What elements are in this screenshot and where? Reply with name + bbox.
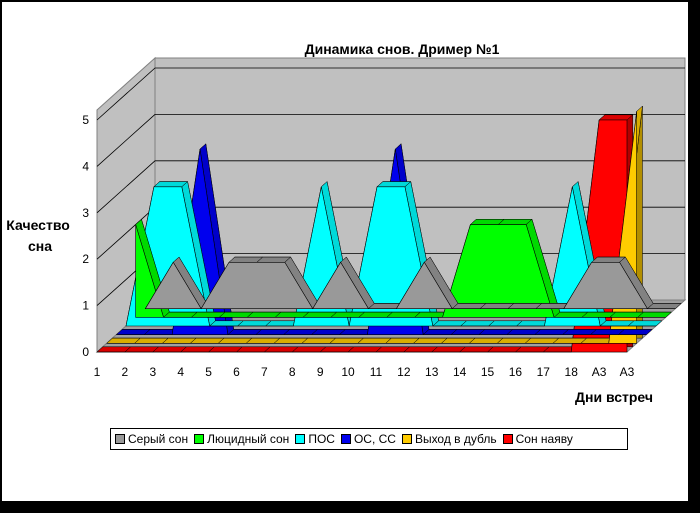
legend-swatch (295, 434, 306, 444)
gridline (96, 67, 685, 121)
legend-swatch (502, 434, 513, 444)
x-tick-label: 13 (425, 365, 439, 379)
legend-item: Люцидный сон (194, 432, 289, 446)
y-axis-title-line-2: сна (28, 238, 52, 254)
series-layer (96, 105, 682, 353)
legend-swatch (115, 434, 125, 444)
chart-legend: Серый сон Люцидный сон ПОС ОС, СС Выход в ду… (110, 428, 628, 450)
x-tick-label: А3 (592, 365, 607, 379)
y-axis-title-line-1: Качество (6, 217, 70, 233)
x-axis-title: Дни встреч (575, 389, 653, 405)
x-tick-label: 4 (177, 365, 184, 379)
legend-label: ОС, СС (353, 432, 396, 446)
legend-swatch (194, 434, 205, 444)
x-tick-label: 2 (122, 365, 129, 379)
series-area-top (646, 303, 682, 309)
series-area-front (144, 261, 676, 310)
x-tick-label: 3 (149, 365, 156, 379)
legend-swatch (340, 434, 351, 444)
y-tick-label: 0 (82, 345, 89, 359)
legend-label: ПОС (308, 432, 335, 446)
x-tick-label: 16 (509, 365, 523, 379)
series-2 (125, 180, 663, 327)
x-tick-label: 14 (453, 365, 467, 379)
legend-label: Серый сон (128, 432, 189, 446)
legend-label: Люцидный сон (207, 432, 290, 446)
chart-frame: 0 1 2 3 4 5 1 2 3 4 5 6 7 8 9 10 11 12 13 14 15 16 17 18 А3 А3 Ди… (2, 2, 688, 501)
x-tick-label: 10 (341, 365, 355, 379)
x-tick-label: 1 (94, 365, 101, 379)
gridline (96, 114, 685, 167)
legend-swatch (401, 434, 412, 444)
x-tick-label: 9 (317, 365, 324, 379)
series-area-top (617, 329, 653, 335)
x-tick-label: 8 (289, 365, 296, 379)
series-area-front (135, 224, 666, 318)
x-tick-label: А3 (620, 365, 635, 379)
gridline (96, 160, 685, 214)
x-tick-label: 15 (481, 365, 495, 379)
y-tick-label: 4 (82, 159, 89, 173)
x-tick-label: 6 (233, 365, 240, 379)
legend-label: Сон наяву (515, 432, 573, 446)
legend-item: Серый сон (115, 432, 188, 446)
chart-title: Динамика снов. Дример №1 (305, 41, 500, 57)
legend-item: Сон наяву (502, 432, 573, 446)
y-tick-label: 3 (82, 206, 89, 220)
x-tick-label: 5 (205, 365, 212, 379)
legend-item: ПОС (295, 432, 335, 446)
x-tick-label: 18 (565, 365, 579, 379)
x-tick-label: 11 (370, 365, 383, 379)
series-area-top (598, 114, 634, 121)
y-tick-label: 2 (82, 252, 89, 266)
y-tick-label: 1 (82, 299, 89, 313)
series-1 (135, 218, 673, 319)
series-area-top (627, 320, 663, 327)
series-area-front (106, 111, 637, 344)
legend-item: ОС, СС (340, 432, 396, 446)
x-tick-label: 17 (537, 365, 551, 379)
y-tick-label: 5 (82, 113, 89, 127)
legend-label: Выход в дубль (414, 432, 497, 446)
series-0 (144, 256, 682, 310)
x-tick-label: 7 (261, 365, 268, 379)
x-tick-label: 12 (397, 365, 411, 379)
y-axis-title: Качество сна (6, 217, 73, 254)
series-area-top (637, 311, 673, 318)
legend-item: Выход в дубль (401, 432, 497, 446)
